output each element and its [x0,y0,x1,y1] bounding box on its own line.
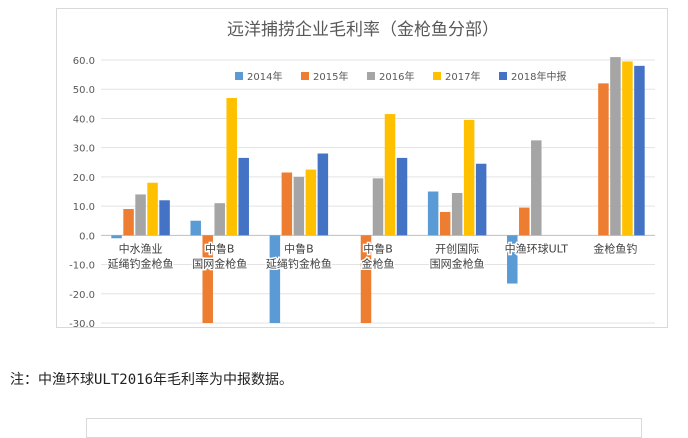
legend-swatch [367,72,375,80]
legend-label: 2018年中报 [511,70,566,83]
bar-2017年-0 [147,182,158,236]
y-tick-label: 60.0 [73,56,95,67]
y-tick-label: -30.0 [69,319,95,329]
bar-2018年中报-6 [634,65,645,236]
legend-label: 2015年 [313,70,348,83]
bar-2015年-5 [519,207,530,236]
bar-2017年-4 [463,119,475,236]
legend-swatch [301,72,309,80]
x-category-label: 国网金枪鱼 [192,256,247,270]
bar-2015年-6 [598,83,609,236]
x-category-label: 中渔环球ULT [505,241,569,255]
bar-2016年-5 [531,140,542,236]
y-tick-label: 20.0 [73,173,95,184]
x-category-label: 中鲁B [205,241,235,255]
x-category-label: 延绳钓金枪鱼 [266,256,332,270]
bar-2016年-4 [451,192,463,236]
legend-label: 2017年 [445,70,480,83]
bar-2017年-1 [226,97,237,236]
bar-2014年-5 [507,235,518,284]
y-tick-label: 0.0 [79,231,95,242]
y-tick-label: 50.0 [73,85,95,96]
bar-2016年-3 [372,178,384,236]
y-tick-label: 30.0 [73,144,95,155]
bar-2016年-6 [610,57,621,236]
y-tick-label: -10.0 [69,261,95,272]
bar-2018年中报-3 [396,157,408,236]
x-category-label: 金枪鱼钓 [593,241,637,255]
bar-2017年-2 [305,169,317,236]
bar-2018年中报-0 [159,200,170,236]
bar-2014年-0 [111,235,122,239]
chart-frame: 远洋捕捞企业毛利率（金枪鱼分部） 60.0 50.0 40.0 30.0 20.0 10.… [56,8,668,329]
bar-2016年-1 [214,203,225,236]
x-category-label: 围网金枪鱼 [430,256,485,270]
bar-2016年-0 [135,194,146,236]
lower-panel [86,418,642,438]
x-category-label: 中鲁B [363,241,393,255]
x-category-label: 金枪鱼 [362,256,395,270]
bar-2015年-2 [281,172,293,236]
legend-label: 2016年 [379,70,414,83]
y-tick-label: 10.0 [73,202,95,213]
x-category-label: 中水渔业 [119,242,163,255]
bar-2015年-1 [202,235,213,323]
bar-2014年-4 [427,191,439,236]
footnote: 注：中渔环球ULT2016年毛利率为中报数据。 [10,372,293,388]
bar-2015年-3 [360,235,372,323]
bar-2018年中报-2 [317,153,329,236]
bar-2018年中报-1 [238,157,249,236]
y-tick-label: -20.0 [69,290,95,301]
bar-2017年-3 [384,114,396,236]
bar-2014年-2 [269,235,281,323]
legend-swatch [433,72,441,80]
y-tick-label: 40.0 [73,114,95,125]
bar-2017年-6 [622,61,633,236]
legend-swatch [235,72,243,80]
legend-swatch [499,72,507,80]
bar-2018年中报-4 [475,163,487,236]
chart-title: 远洋捕捞企业毛利率（金枪鱼分部） [227,20,499,40]
bar-2014年-1 [190,220,201,236]
x-category-label: 中鲁B [284,241,314,255]
x-category-label: 开创国际 [435,242,479,255]
bar-2016年-2 [293,176,305,236]
legend-label: 2014年 [247,70,282,83]
x-category-label: 延绳钓金枪鱼 [108,256,174,270]
bar-2015年-4 [439,211,451,236]
chart-svg: 远洋捕捞企业毛利率（金枪鱼分部） 60.0 50.0 40.0 30.0 20.0 10.… [69,20,655,329]
bar-2015年-0 [123,209,134,236]
